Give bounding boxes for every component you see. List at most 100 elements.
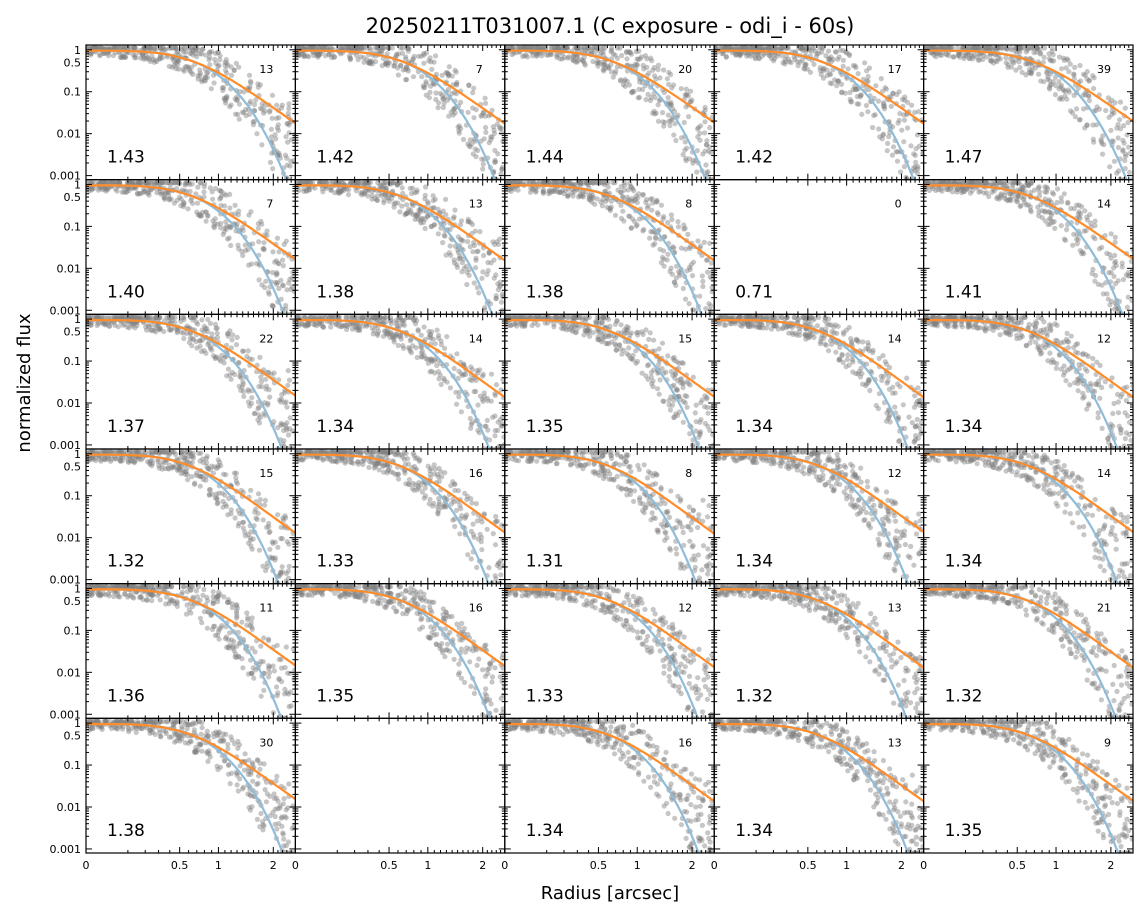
flux-point <box>733 51 739 57</box>
flux-point <box>821 65 827 71</box>
flux-point <box>121 54 127 60</box>
flux-point <box>667 101 673 107</box>
flux-point <box>574 59 580 65</box>
flux-point <box>739 45 746 51</box>
flux-point <box>639 370 645 376</box>
flux-point <box>233 60 239 66</box>
flux-point <box>236 101 243 107</box>
flux-point <box>997 180 1003 186</box>
flux-point <box>755 51 761 57</box>
flux-point <box>486 140 492 146</box>
flux-point <box>434 327 440 333</box>
flux-point <box>748 45 754 51</box>
flux-point <box>887 419 893 425</box>
flux-point <box>666 69 672 75</box>
flux-point <box>773 46 779 52</box>
flux-point <box>197 211 203 217</box>
star-count-label: 14 <box>1097 198 1111 211</box>
flux-point <box>97 45 103 51</box>
flux-point <box>309 45 315 51</box>
flux-point <box>557 56 563 62</box>
flux-point <box>684 145 690 151</box>
flux-point <box>195 184 201 190</box>
star-count-label: 22 <box>259 332 273 345</box>
flux-point <box>1061 55 1067 61</box>
flux-point <box>1036 71 1042 77</box>
flux-point <box>606 65 612 71</box>
flux-point <box>204 74 210 81</box>
flux-point <box>444 334 450 340</box>
flux-point <box>826 348 832 354</box>
flux-point <box>228 242 234 249</box>
flux-point <box>106 53 112 59</box>
flux-point <box>965 51 972 57</box>
flux-point <box>465 141 471 147</box>
flux-point <box>779 45 785 51</box>
flux-point <box>986 46 992 52</box>
flux-point <box>628 225 634 231</box>
flux-point <box>367 60 374 66</box>
flux-point <box>1063 65 1069 71</box>
flux-point <box>439 72 445 78</box>
flux-point <box>652 111 658 117</box>
flux-point <box>955 45 961 51</box>
flux-point <box>664 76 671 82</box>
flux-point <box>408 208 414 214</box>
flux-point <box>833 49 839 55</box>
flux-point <box>643 199 649 205</box>
flux-point <box>1018 203 1024 209</box>
flux-point <box>727 45 733 51</box>
flux-point <box>403 67 409 73</box>
flux-point <box>258 105 264 111</box>
flux-point <box>501 434 505 440</box>
flux-point <box>117 45 123 51</box>
flux-point <box>790 331 796 337</box>
star-count-label: 39 <box>1097 63 1111 76</box>
flux-point <box>554 52 560 58</box>
flux-point <box>759 45 765 51</box>
flux-point <box>386 60 392 66</box>
flux-point <box>307 45 313 51</box>
flux-point <box>482 95 488 101</box>
flux-point <box>1071 92 1077 98</box>
flux-point <box>926 187 933 193</box>
flux-point <box>820 75 827 81</box>
flux-point <box>389 45 395 51</box>
flux-point <box>545 52 551 58</box>
flux-point <box>619 351 625 357</box>
flux-point <box>391 336 397 342</box>
flux-point <box>272 132 278 138</box>
flux-point <box>223 94 229 101</box>
flux-point <box>626 48 632 55</box>
flux-point <box>480 371 486 377</box>
flux-point <box>183 49 189 55</box>
fwhm-label: 1.44 <box>526 148 564 168</box>
flux-point <box>697 293 703 299</box>
flux-point <box>1068 108 1074 114</box>
flux-point <box>799 45 805 51</box>
flux-point <box>372 59 379 65</box>
flux-point <box>193 51 199 57</box>
star-count-label: 0 <box>895 198 902 211</box>
flux-point <box>377 314 383 320</box>
flux-point <box>879 136 885 142</box>
flux-point <box>930 45 936 51</box>
flux-point <box>666 402 672 408</box>
fwhm-label: 1.38 <box>526 282 564 302</box>
flux-point <box>678 135 685 141</box>
flux-point <box>839 351 845 357</box>
flux-point <box>447 385 453 391</box>
flux-point <box>215 50 221 56</box>
flux-point <box>898 169 904 175</box>
flux-point <box>475 402 481 408</box>
flux-point <box>444 379 450 385</box>
flux-point <box>131 45 137 51</box>
flux-point <box>1112 100 1118 106</box>
flux-point <box>626 82 632 88</box>
flux-point <box>700 283 706 290</box>
flux-point <box>398 334 404 340</box>
flux-point <box>432 53 439 59</box>
flux-point <box>761 45 767 51</box>
flux-point <box>742 45 748 51</box>
flux-point <box>246 262 252 268</box>
